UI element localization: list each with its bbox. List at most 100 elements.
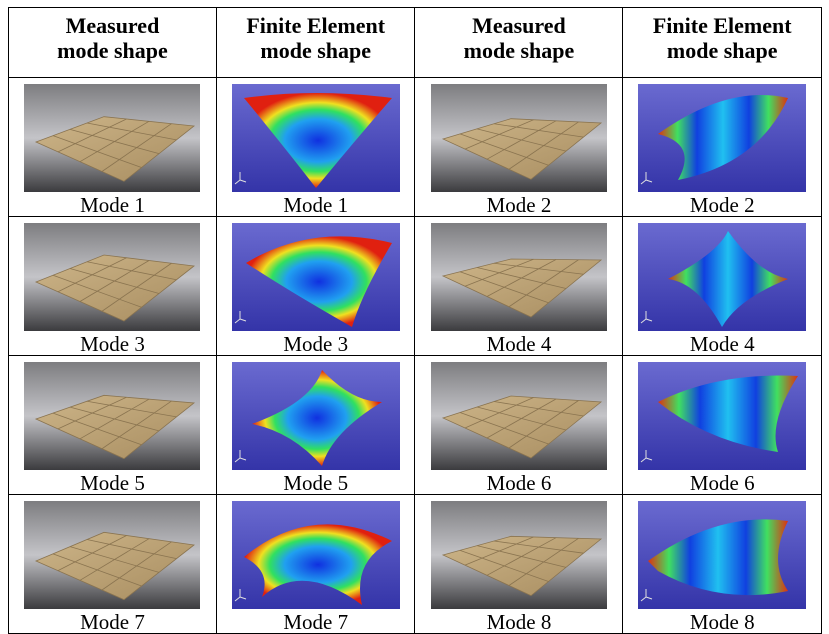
measured-image <box>430 501 607 609</box>
image-cell: Mode 3 <box>8 216 217 356</box>
image-cell: Mode 7 <box>215 494 416 634</box>
mesh-surface <box>35 254 196 322</box>
mesh-line <box>87 261 178 281</box>
image-cell: Mode 7 <box>8 494 217 634</box>
caption: Mode 8 <box>689 610 755 634</box>
page: Measured mode shape Finite Element mode sha… <box>8 7 822 634</box>
measured-image <box>24 362 201 470</box>
mesh-surface <box>441 395 603 459</box>
table-body: Mode 1 Mode 1 Mode 2 Mode 2 Mode 3 Mode 3 Mode… <box>8 77 822 634</box>
caption: Mode 6 <box>486 471 552 495</box>
mesh-line <box>508 400 579 449</box>
fe-surface <box>658 375 799 452</box>
header-cell: Measured mode shape <box>414 7 624 78</box>
mesh-line <box>493 262 584 275</box>
caption: Mode 4 <box>689 332 755 356</box>
table-row: Mode 3 Mode 3 Mode 4 Mode 4 <box>8 216 822 356</box>
fe-surface <box>251 370 382 466</box>
header-text: Measured <box>65 13 160 38</box>
image-cell: Mode 6 <box>414 355 624 495</box>
mesh-line <box>80 260 150 302</box>
mesh-line <box>508 259 579 308</box>
fe-image <box>638 84 807 192</box>
mesh-line <box>486 398 557 439</box>
mesh-line <box>102 262 173 312</box>
table-row: Mode 1 Mode 1 Mode 2 Mode 2 <box>8 77 822 217</box>
header-cell: Finite Element mode shape <box>215 7 416 78</box>
image-cell: Mode 8 <box>622 494 822 634</box>
header-row: Measured mode shape Finite Element mode sha… <box>8 7 822 78</box>
caption: Mode 3 <box>283 332 349 356</box>
measured-image <box>24 223 201 331</box>
measured-image <box>24 501 201 609</box>
fe-image <box>231 223 400 331</box>
axis-icon <box>640 311 653 324</box>
axis-icon <box>234 311 246 324</box>
mesh-line <box>102 400 173 450</box>
image-cell: Mode 6 <box>622 355 822 495</box>
image-cell: Mode 1 <box>8 77 217 217</box>
image-cell: Mode 1 <box>215 77 416 217</box>
fe-surface <box>243 524 392 605</box>
axis-icon <box>234 172 246 185</box>
image-cell: Mode 4 <box>622 216 822 356</box>
mesh-line <box>102 123 173 172</box>
image-cell: Mode 3 <box>215 216 416 356</box>
header-cell: Finite Element mode shape <box>622 7 822 78</box>
axis-icon <box>640 450 653 463</box>
image-cell: Mode 8 <box>414 494 624 634</box>
caption: Mode 2 <box>689 193 755 217</box>
caption: Mode 6 <box>689 471 755 495</box>
table-row: Mode 7 Mode 7 Mode 8 Mode 8 <box>8 494 822 634</box>
header-text: mode shape <box>260 38 372 63</box>
measured-image <box>430 362 607 470</box>
fe-image <box>231 362 400 470</box>
caption: Mode 8 <box>486 610 552 634</box>
fe-surface <box>658 94 789 180</box>
image-cell: Mode 4 <box>414 216 624 356</box>
header-text: Finite Element <box>652 13 792 38</box>
fe-image <box>638 362 807 470</box>
mesh-line <box>87 539 178 560</box>
fe-surface <box>243 93 392 188</box>
measured-image <box>24 84 201 192</box>
image-cell: Mode 5 <box>215 355 416 495</box>
mode-table: Measured mode shape Finite Element mode sha… <box>8 7 822 634</box>
mesh-line <box>80 120 150 163</box>
fe-image <box>638 501 807 609</box>
mesh-line <box>493 123 584 138</box>
measured-image <box>430 223 607 331</box>
image-cell: Mode 5 <box>8 355 217 495</box>
mesh-line <box>87 122 178 141</box>
mesh-line <box>486 120 557 160</box>
mesh-surface <box>35 116 196 182</box>
header-text: mode shape <box>666 38 778 63</box>
caption: Mode 1 <box>283 193 349 217</box>
caption: Mode 5 <box>283 471 349 495</box>
mesh-surface <box>441 258 603 318</box>
mesh-line <box>80 538 150 581</box>
mesh-line <box>486 537 557 576</box>
mesh-line <box>80 398 150 440</box>
header-text: Measured <box>472 13 566 38</box>
caption: Mode 7 <box>283 610 349 634</box>
fe-image <box>638 223 807 331</box>
caption: Mode 3 <box>80 332 145 356</box>
mesh-surface <box>35 531 196 601</box>
image-cell: Mode 2 <box>414 77 624 217</box>
axis-icon <box>234 450 246 463</box>
header-text: mode shape <box>57 38 168 63</box>
mesh-line <box>87 400 178 418</box>
measured-image <box>430 84 607 192</box>
caption: Mode 2 <box>486 193 552 217</box>
fe-surface <box>648 519 789 596</box>
caption: Mode 4 <box>486 332 552 356</box>
fe-surface <box>668 231 789 327</box>
mesh-line <box>508 538 579 586</box>
mesh-line <box>486 259 557 297</box>
mesh-surface <box>35 394 196 460</box>
table-row: Mode 5 Mode 5 Mode 6 Mode 6 <box>8 355 822 495</box>
fe-image <box>231 84 400 192</box>
header-text: Finite Element <box>246 13 386 38</box>
header-text: mode shape <box>463 38 575 63</box>
